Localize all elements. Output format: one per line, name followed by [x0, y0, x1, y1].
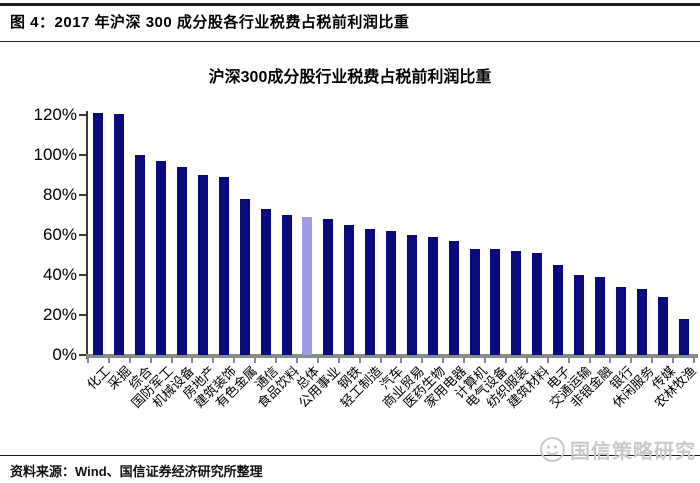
x-axis-line [86, 354, 698, 358]
x-axis-tick [525, 358, 528, 363]
x-axis-tick [421, 358, 424, 363]
bar-食品饮料 [281, 215, 292, 355]
bar-农林牧渔 [678, 319, 689, 355]
bar-计算机 [469, 249, 480, 355]
x-axis-tick [295, 358, 298, 363]
bar-纺织服装 [511, 251, 522, 355]
y-axis-label: 60% [42, 225, 77, 244]
x-axis-tick [316, 358, 319, 363]
x-axis-tick [651, 358, 654, 363]
y-axis-label: 0% [52, 345, 77, 364]
bar-国防军工 [156, 161, 167, 355]
bar-商业贸易 [406, 235, 417, 355]
x-axis-tick [212, 358, 215, 363]
y-axis-tick [79, 154, 86, 156]
bar-电气设备 [490, 249, 501, 355]
bar-非银金融 [594, 277, 605, 355]
x-axis-tick [233, 358, 236, 363]
bar-建筑材料 [532, 253, 543, 355]
bar-机械设备 [177, 167, 188, 355]
x-axis-tick [693, 358, 695, 363]
y-axis-tick [79, 194, 86, 196]
x-axis-tick [107, 358, 110, 363]
bar-综合 [135, 155, 146, 355]
x-axis-tick [609, 358, 612, 363]
bar-化工 [93, 113, 104, 355]
figure-caption: 图 4：2017 年沪深 300 成分股各行业税费占税前利润比重 [10, 14, 410, 31]
bar-银行 [615, 287, 626, 355]
x-axis-tick [170, 358, 173, 363]
watermark: 国信策略研究 [539, 435, 696, 464]
x-axis-tick [546, 358, 549, 363]
y-axis-tick [79, 314, 86, 316]
watermark-text: 国信策略研究 [570, 441, 696, 463]
x-axis-tick [275, 358, 278, 363]
bar-轻工制造 [365, 229, 376, 355]
x-axis-tick [149, 358, 152, 363]
y-axis-line [86, 111, 88, 359]
x-axis-tick [358, 358, 361, 363]
x-axis-tick [191, 358, 194, 363]
header-bottom-rule [0, 41, 700, 42]
bar-电子 [553, 265, 564, 355]
bar-建筑装饰 [218, 177, 229, 355]
y-axis-tick [79, 274, 86, 276]
x-axis-tick [254, 358, 257, 363]
y-axis-tick [79, 114, 86, 116]
header-top-rule [0, 3, 700, 6]
bar-传媒 [657, 297, 668, 355]
x-axis-tick [442, 358, 445, 363]
bar-交通运输 [574, 275, 585, 355]
bar-通信 [260, 209, 271, 355]
bar-有色金属 [239, 199, 250, 355]
y-axis-label: 100% [33, 145, 77, 164]
bar-总体 [302, 217, 313, 355]
wechat-logo-icon [540, 437, 565, 462]
bar-医药生物 [427, 237, 438, 355]
x-axis-tick [400, 358, 403, 363]
x-axis-tick [379, 358, 382, 363]
bar-公用事业 [323, 219, 334, 355]
source-note: 资料来源：Wind、国信证券经济研究所整理 [10, 464, 263, 479]
x-axis-tick [484, 358, 487, 363]
bar-房地产 [197, 175, 208, 355]
x-axis-tick [567, 358, 570, 363]
y-axis-label: 40% [42, 265, 77, 284]
y-axis-label: 120% [33, 105, 77, 124]
x-axis-tick [504, 358, 507, 363]
chart-title: 沪深300成分股行业税费占税前利润比重 [208, 69, 492, 86]
x-axis-tick [588, 358, 591, 363]
bar-采掘 [114, 114, 125, 355]
x-axis-tick [630, 358, 633, 363]
bar-休闲服务 [636, 289, 647, 355]
footer-rule [0, 455, 700, 456]
x-axis-tick [337, 358, 340, 363]
bar-钢铁 [344, 225, 355, 355]
x-axis-tick [672, 358, 675, 363]
x-axis-tick [128, 358, 131, 363]
x-axis-tick [463, 358, 466, 363]
y-axis-label: 20% [42, 305, 77, 324]
y-axis-tick [79, 234, 86, 236]
y-axis-tick [79, 354, 86, 356]
y-axis-label: 80% [42, 185, 77, 204]
bar-汽车 [386, 231, 396, 355]
x-axis-tick [87, 358, 89, 363]
bar-家用电器 [448, 241, 459, 355]
